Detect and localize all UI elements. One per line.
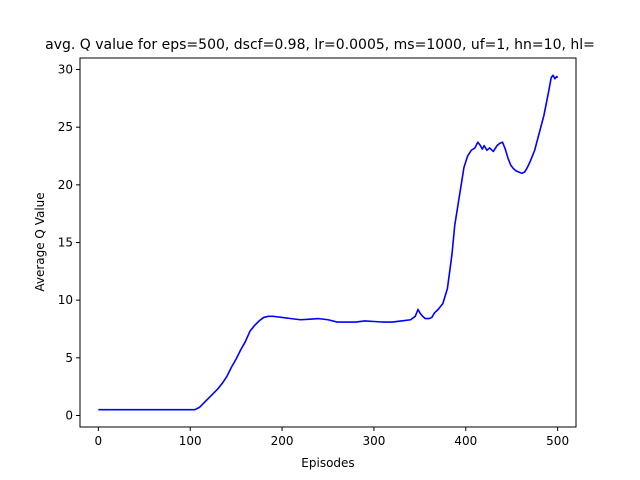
y-tick-label: 10 [58,293,73,307]
plot-area-frame [79,57,577,428]
x-tick-label: 400 [454,434,477,448]
y-tick-label: 0 [65,408,73,422]
x-tick-label: 300 [362,434,385,448]
x-axis-label: Episodes [301,456,354,470]
y-tick-label: 15 [58,236,73,250]
x-tick-label: 500 [546,434,569,448]
x-tick-label: 0 [95,434,103,448]
x-tick-label: 100 [179,434,202,448]
series-line [98,74,559,411]
y-axis-label: Average Q Value [33,192,47,291]
y-tick-label: 5 [65,351,73,365]
y-tick-label: 25 [58,120,73,134]
x-axis: 0 100 200 300 400 500 [95,427,569,448]
chart-title: avg. Q value for eps=500, dscf=0.98, lr=… [45,37,595,53]
y-tick-label: 20 [58,178,73,192]
x-tick-label: 200 [271,434,294,448]
y-tick-label: 30 [58,63,73,77]
y-axis: 0 5 10 15 20 25 30 [58,63,80,422]
